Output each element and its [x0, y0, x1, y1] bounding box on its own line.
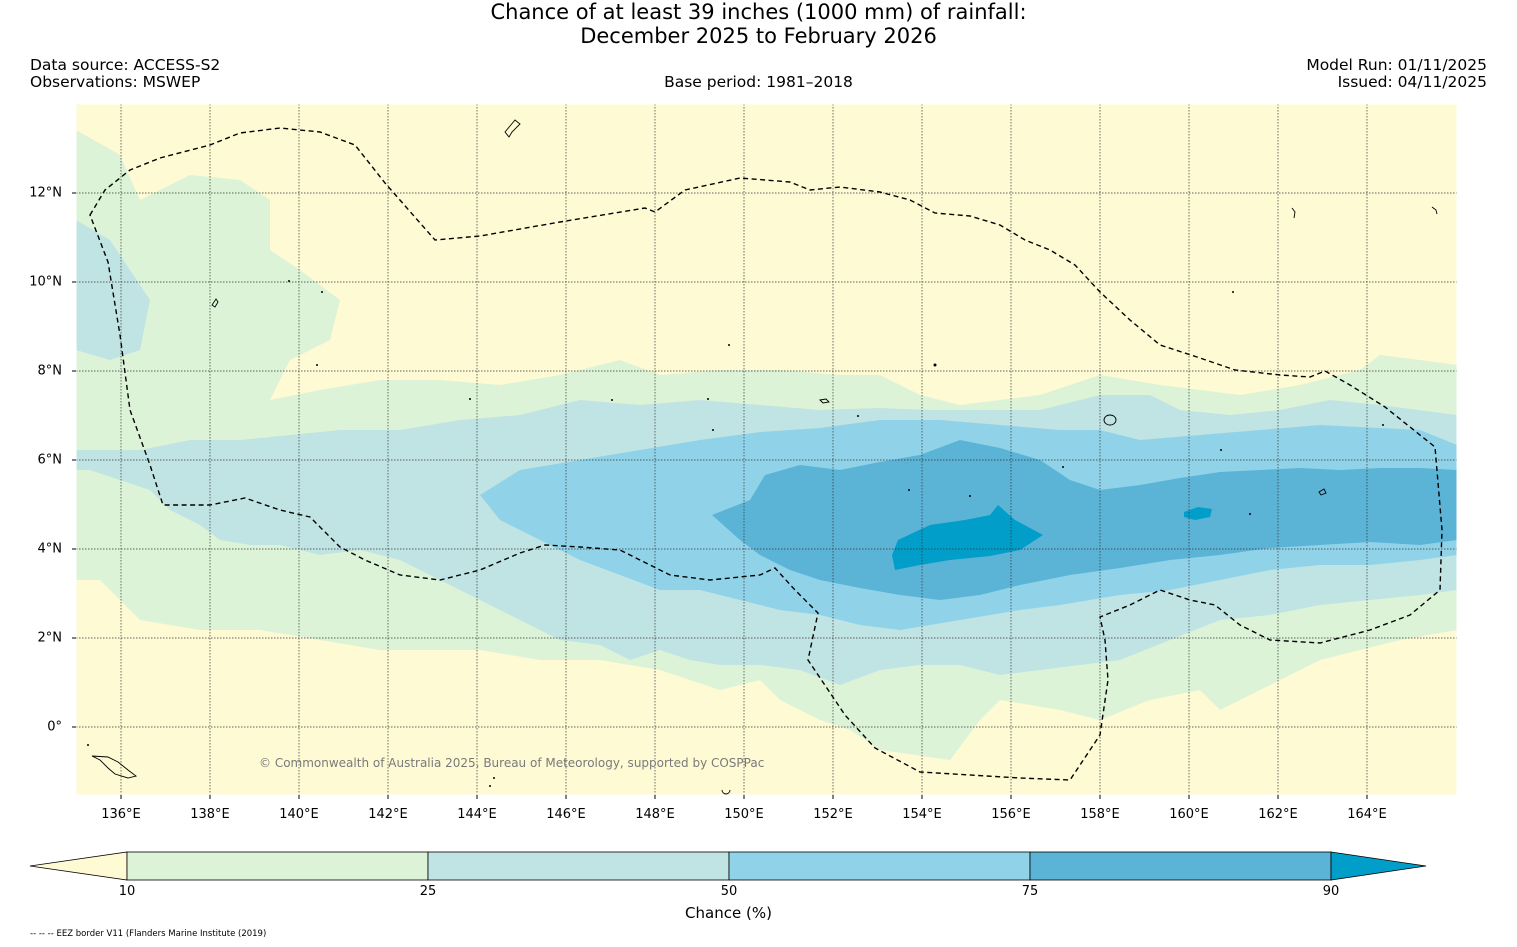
model-run-text: Model Run: 01/11/2025	[1306, 56, 1487, 74]
islet	[611, 399, 613, 401]
colorbar-tick-label: 50	[720, 884, 738, 899]
lon-label: 136°E	[101, 807, 141, 822]
islet	[908, 489, 910, 491]
colorbar-tick-label: 75	[1021, 884, 1039, 899]
lon-label: 140°E	[279, 807, 319, 822]
colorbar-tick-label: 90	[1322, 884, 1340, 899]
lon-label: 154°E	[902, 807, 942, 822]
colorbar-segment-10-25	[126, 851, 429, 881]
eez-footnote: -- -- -- EEZ border V11 (Flanders Marine…	[30, 929, 267, 939]
islet	[1062, 466, 1064, 468]
lat-label: 10°N	[29, 274, 62, 290]
map-frame	[75, 103, 1458, 796]
islets	[87, 280, 1384, 787]
graticule	[76, 104, 1457, 795]
islet	[1220, 449, 1222, 451]
islet	[728, 344, 730, 346]
lon-label: 144°E	[457, 807, 497, 822]
islet	[489, 785, 491, 787]
lon-label: 158°E	[1080, 807, 1120, 822]
map-plot-area	[76, 104, 1457, 795]
observations-text: Observations: MSWEP	[30, 73, 201, 91]
copyright-notice: © Commonwealth of Australia 2025, Bureau…	[259, 756, 765, 770]
island-yap	[211, 298, 219, 308]
colorbar-extend-low	[29, 851, 128, 881]
lon-label: 142°E	[368, 807, 408, 822]
lon-label: 148°E	[635, 807, 675, 822]
islet	[87, 744, 89, 746]
colorbar-tick-label: 25	[419, 884, 437, 899]
islet	[712, 429, 714, 431]
colorbar-label: Chance (%)	[685, 904, 772, 922]
eez-border	[89, 127, 1443, 781]
islet	[493, 777, 495, 779]
colorbar-segment-75-90	[1029, 851, 1332, 881]
colorbar-segment-25-50	[427, 851, 730, 881]
islet	[1382, 424, 1384, 426]
island-kapinga	[819, 398, 830, 404]
lon-label: 160°E	[1169, 807, 1209, 822]
colorbar	[29, 851, 1427, 881]
lon-label: 146°E	[546, 807, 586, 822]
islet	[707, 398, 709, 400]
islet	[469, 398, 471, 400]
islet	[321, 291, 323, 293]
lat-label: 12°N	[29, 185, 62, 201]
islet	[1232, 291, 1234, 293]
lat-label: 4°N	[37, 541, 63, 557]
map-title-line2: December 2025 to February 2026	[580, 24, 937, 48]
issued-text: Issued: 04/11/2025	[1337, 73, 1487, 91]
lat-label: 6°N	[37, 452, 63, 468]
axis-ticks	[72, 192, 1368, 799]
island-nukuoro	[721, 789, 731, 795]
islet	[1249, 513, 1251, 515]
island-palau	[91, 755, 138, 779]
islet	[316, 364, 318, 366]
lat-label: 0°	[47, 719, 62, 735]
island-mokil	[1431, 206, 1438, 215]
islet	[288, 280, 290, 282]
probability-band-above-90	[892, 505, 1212, 570]
islands	[91, 119, 1438, 795]
islet	[857, 415, 859, 417]
colorbar-tick-label: 10	[118, 884, 136, 899]
lon-label: 152°E	[813, 807, 853, 822]
colorbar-segment-50-75	[728, 851, 1031, 881]
base-period-text: Base period: 1981–2018	[664, 73, 853, 91]
lon-label: 162°E	[1258, 807, 1298, 822]
lat-label: 2°N	[37, 630, 63, 646]
island-pingelap	[1291, 207, 1296, 219]
island-chuuk	[1103, 414, 1117, 426]
colorbar-extend-high	[1330, 851, 1427, 881]
islet	[933, 363, 937, 367]
lon-label: 150°E	[724, 807, 764, 822]
lon-label: 156°E	[991, 807, 1031, 822]
islet	[969, 495, 971, 497]
map-title-line1: Chance of at least 39 inches (1000 mm) o…	[490, 0, 1027, 24]
lat-label: 8°N	[37, 363, 63, 379]
lon-label: 138°E	[190, 807, 230, 822]
island-kosrae	[1318, 488, 1327, 496]
island-guam	[504, 119, 521, 138]
lon-label: 164°E	[1347, 807, 1387, 822]
data-source-text: Data source: ACCESS-S2	[30, 56, 221, 74]
